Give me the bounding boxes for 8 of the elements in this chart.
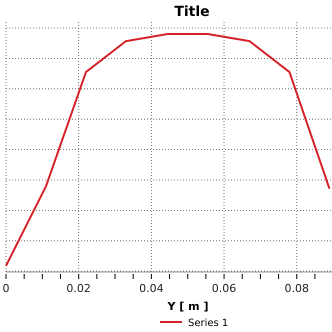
x-tick-label: 0.06 bbox=[212, 282, 236, 296]
x-tick-label: 0.04 bbox=[139, 282, 164, 296]
x-tick-label: 0 bbox=[2, 282, 10, 296]
x-axis-title: Y [ m ] bbox=[166, 300, 208, 313]
x-tick-label: 0.02 bbox=[66, 282, 91, 296]
chart-title: Title bbox=[174, 4, 210, 20]
x-tick-label: 0.08 bbox=[284, 282, 309, 296]
legend-label: Series 1 bbox=[188, 318, 228, 329]
